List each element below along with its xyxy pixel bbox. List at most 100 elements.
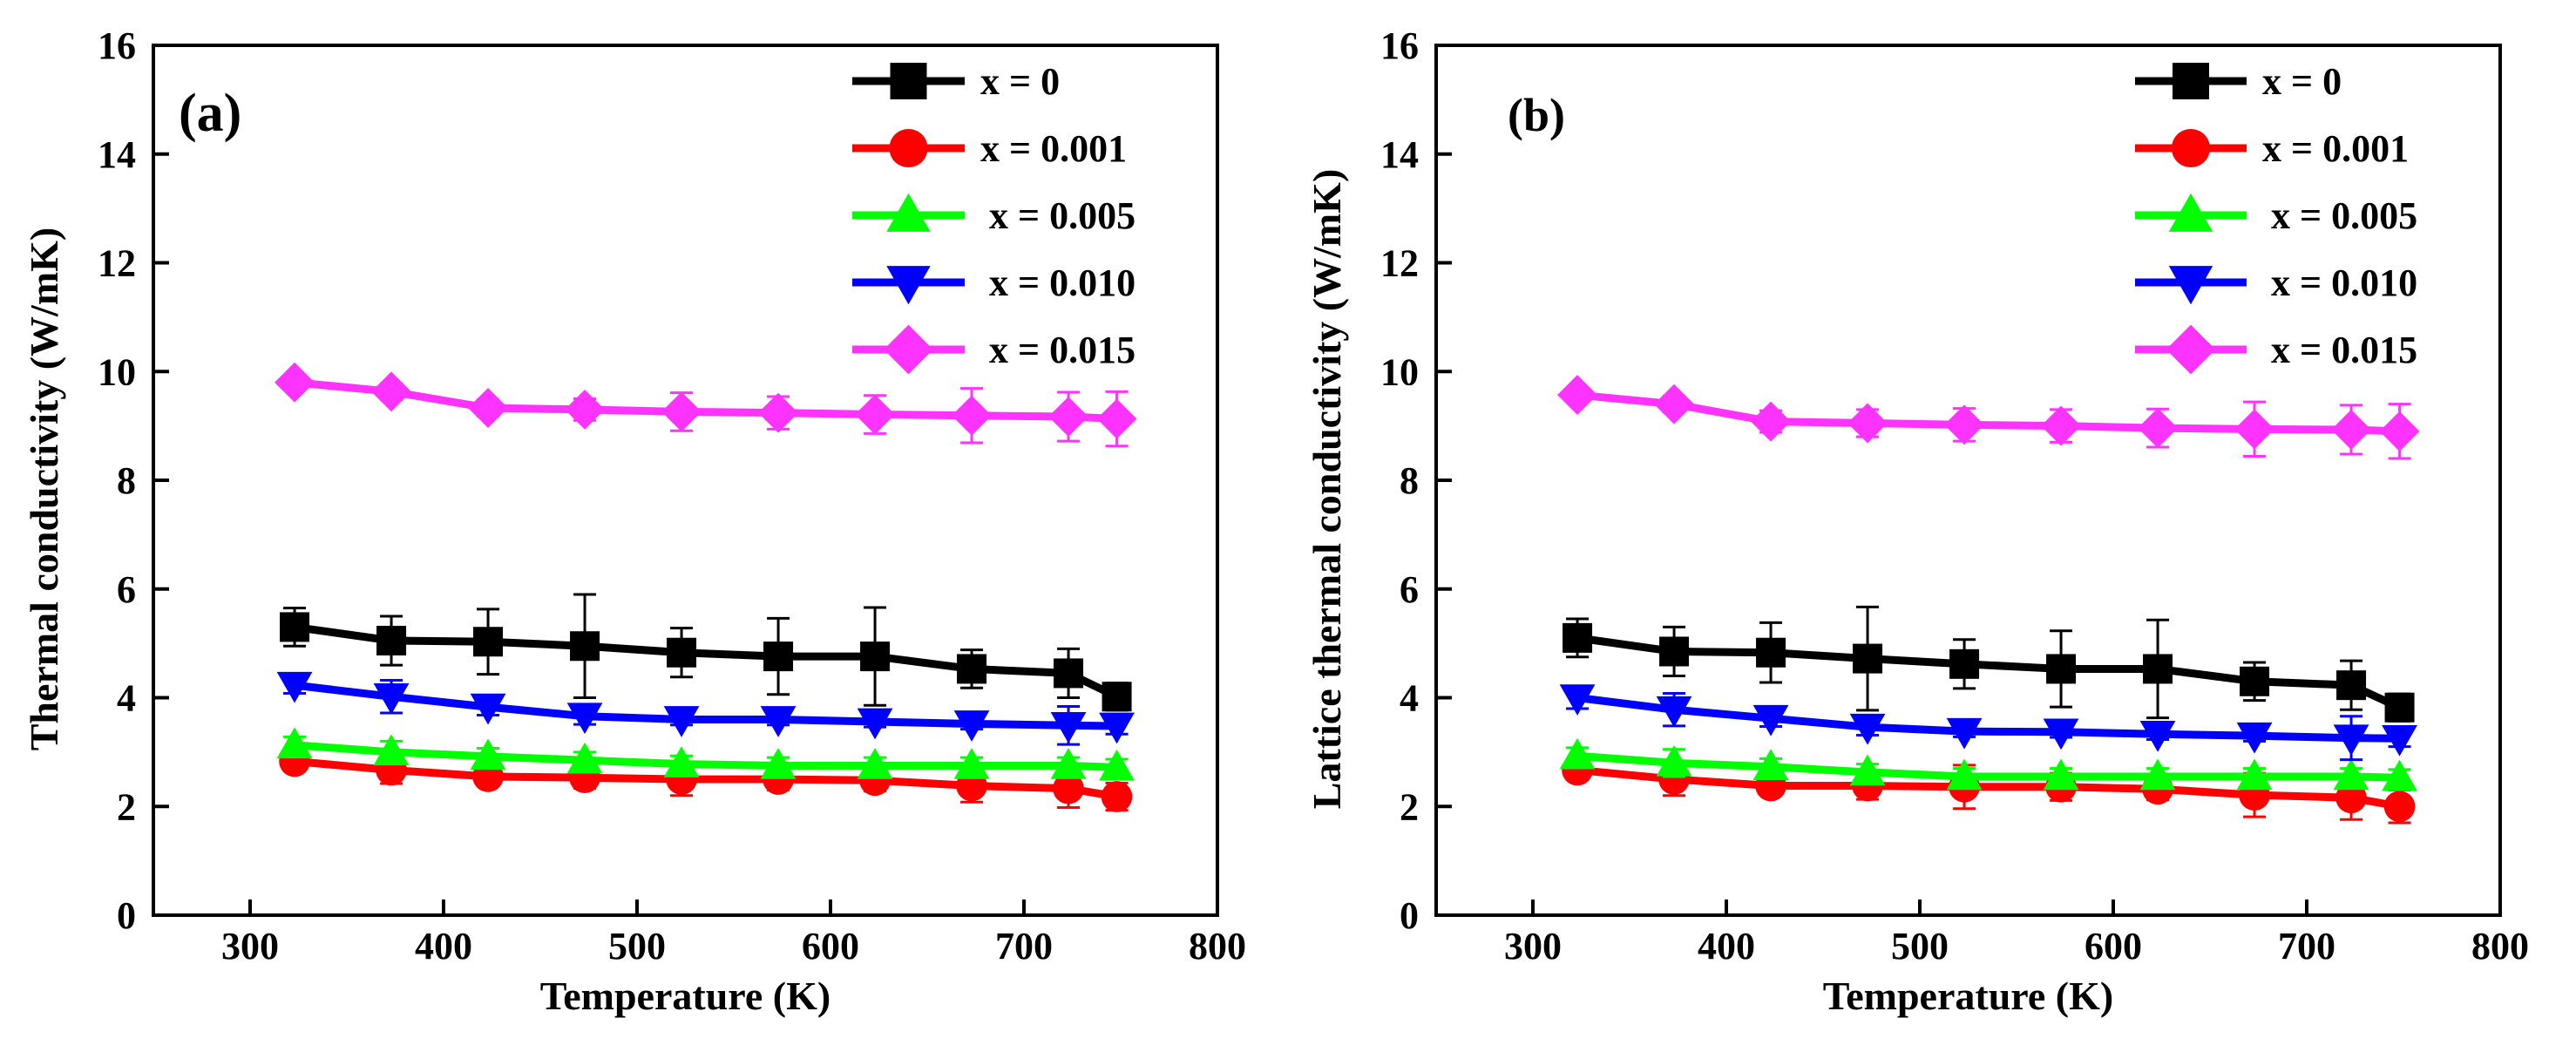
series-line: [294, 757, 1118, 801]
data-point: [760, 706, 797, 737]
legend-marker: [2171, 128, 2211, 168]
data-point: [1559, 684, 1596, 716]
data-point: [565, 389, 606, 430]
series-line: [1576, 390, 2400, 436]
data-point: [276, 671, 313, 703]
data-point: [566, 742, 603, 774]
y-tick-label: 10: [1380, 350, 1419, 393]
panel-label: (b): [1508, 89, 1565, 141]
legend-label: x = 0: [2262, 60, 2342, 103]
data-point: [570, 631, 600, 662]
data-point: [1559, 737, 1596, 770]
chart-panel-b: 300 400 500 600 700 800 0 2 4 6 8 10 12 14 16 Temperatu…: [1305, 24, 2529, 1018]
data-point: [1752, 704, 1789, 737]
data-point: [1656, 744, 1692, 777]
data-point: [276, 727, 313, 759]
data-point: [1099, 712, 1135, 744]
data-point: [953, 748, 990, 779]
data-point: [2236, 758, 2273, 791]
data-point: [760, 748, 797, 779]
x-tick-label: 300: [221, 925, 279, 967]
panel-label: (a): [179, 84, 241, 143]
y-tick-label: 12: [98, 242, 136, 285]
data-point: [2382, 759, 2417, 791]
data-point: [2041, 405, 2082, 446]
data-point: [1050, 748, 1087, 779]
data-point: [1949, 648, 1980, 679]
x-tick-label: 800: [1189, 925, 1246, 967]
series-square: x = 0: [1563, 60, 2415, 723]
series-triangle-up: x = 0.005: [276, 193, 1135, 781]
data-point: [763, 642, 794, 672]
y-tick-label: 10: [98, 350, 136, 393]
x-tick-label: 800: [2471, 925, 2529, 967]
y-tick-label: 6: [117, 568, 136, 611]
y-axis-title: Lattice thermal conductivity (W/mK): [1305, 169, 1349, 810]
data-point: [468, 388, 509, 428]
data-point: [1847, 403, 1888, 444]
x-tick-label: 300: [1504, 925, 1562, 967]
data-point: [2236, 722, 2273, 754]
data-point: [275, 362, 315, 403]
data-point: [2139, 720, 2176, 752]
data-point: [2046, 654, 2077, 684]
legend-marker: [2168, 266, 2213, 305]
legend-marker: [884, 324, 933, 375]
legend-marker: [886, 193, 931, 232]
legend-label: x = 0.015: [989, 329, 1135, 371]
legend-label: x = 0: [980, 60, 1060, 103]
x-tick-label: 600: [802, 925, 859, 967]
x-tick-label: 700: [995, 925, 1053, 967]
legend-label: x = 0.010: [2271, 261, 2417, 304]
data-point: [1054, 658, 1084, 689]
y-tick-label: 16: [1380, 24, 1419, 67]
legend-label: x = 0.001: [980, 127, 1127, 170]
data-point: [1849, 754, 1886, 786]
data-point: [1053, 772, 1084, 804]
data-point: [2139, 758, 2176, 791]
x-tick-label: 700: [2278, 925, 2335, 967]
y-tick-label: 4: [117, 677, 136, 720]
data-point: [1050, 712, 1087, 743]
data-point: [1099, 749, 1135, 781]
data-point: [1557, 375, 1598, 416]
data-point: [952, 395, 993, 436]
data-point: [758, 392, 799, 433]
data-point: [2379, 411, 2420, 451]
data-point: [2382, 724, 2417, 757]
data-point: [1563, 622, 1593, 653]
legend-marker: [889, 128, 928, 168]
x-tick-label: 600: [2085, 925, 2142, 967]
y-tick-label: 16: [98, 24, 136, 67]
series-diamond: x = 0.015: [1557, 324, 2420, 460]
series-line: [294, 681, 1117, 730]
x-tick-label: 400: [1698, 925, 1755, 967]
y-tick-label: 0: [117, 894, 136, 937]
data-point: [1756, 637, 1786, 668]
legend-marker: [2166, 324, 2216, 375]
data-point: [860, 642, 891, 672]
legend-label: x = 0.001: [2262, 127, 2409, 170]
legend-marker: [2168, 193, 2213, 232]
data-point: [2333, 758, 2369, 791]
data-point: [2138, 408, 2179, 449]
x-axis-title: Temperature (K): [1823, 974, 2113, 1018]
x-axis-title: Temperature (K): [540, 974, 830, 1018]
data-point: [2335, 782, 2367, 814]
data-point: [661, 391, 702, 432]
series-line: [294, 622, 1119, 701]
y-tick-label: 12: [1380, 242, 1419, 285]
data-point: [2043, 718, 2079, 750]
x-tick-label: 500: [608, 925, 666, 967]
data-point: [1659, 636, 1690, 667]
data-point: [2143, 654, 2173, 684]
series-line: [1576, 694, 2400, 743]
data-point: [857, 708, 893, 740]
x-tick-label: 400: [415, 925, 472, 967]
data-point: [376, 626, 407, 656]
legend-label: x = 0.010: [989, 261, 1135, 304]
series-diamond: x = 0.015: [275, 324, 1137, 448]
data-point: [1944, 404, 1985, 445]
data-point: [663, 706, 700, 737]
data-point: [1946, 758, 1983, 791]
